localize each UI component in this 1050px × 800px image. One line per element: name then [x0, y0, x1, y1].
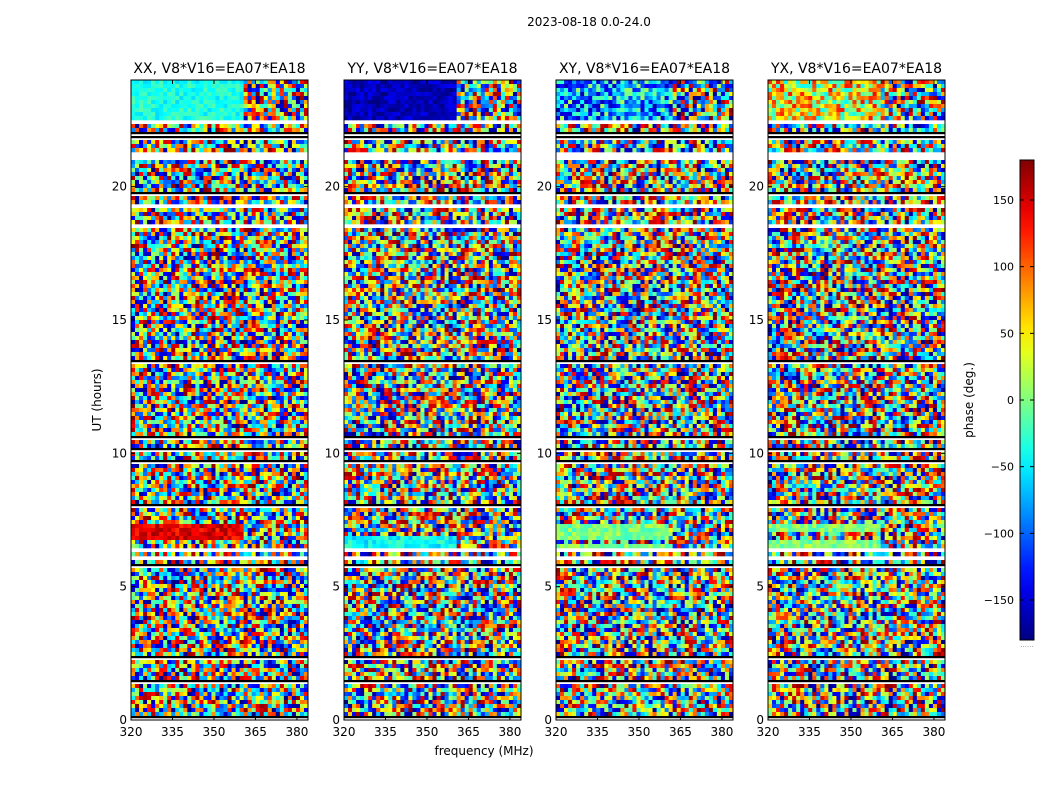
x-tick-label: 335	[161, 725, 184, 739]
panel-xx-frame	[130, 79, 309, 721]
colorbar-tick-label: 150	[993, 194, 1014, 207]
y-axis-label: UT (hours)	[90, 368, 104, 431]
x-tick-label: 365	[881, 725, 904, 739]
x-tick-label: 320	[120, 725, 143, 739]
y-tick-label: 15	[325, 313, 340, 327]
y-tick-label: 20	[112, 180, 127, 194]
x-tick-label: 380	[710, 725, 733, 739]
y-tick-label: 20	[537, 180, 552, 194]
x-tick-label: 380	[498, 725, 521, 739]
x-tick-label: 365	[669, 725, 692, 739]
y-tick-label: 10	[325, 446, 340, 460]
colorbar-tick-label: 0	[1007, 394, 1014, 407]
panels-group: XX, V8*V16=EA07*EA18 320 335 350 365 380 0 5 10 1…	[112, 61, 946, 739]
x-tick-label: 350	[628, 725, 651, 739]
colorbar-tick-label: −150	[984, 594, 1014, 607]
y-tick-label: 10	[749, 446, 764, 460]
x-tick-label: 380	[922, 725, 945, 739]
y-tick-label: 0	[544, 713, 552, 727]
x-tick-label: 350	[840, 725, 863, 739]
x-axis-label: frequency (MHz)	[434, 744, 533, 758]
x-tick-label: 365	[244, 725, 267, 739]
panel-yx: YX, V8*V16=EA07*EA18 320 335 350 365 380 0 5 10 1…	[749, 61, 946, 739]
y-tick-label: 5	[544, 580, 552, 594]
y-tick-label: 15	[749, 313, 764, 327]
y-tick-label: 0	[332, 713, 340, 727]
y-tick-label: 20	[325, 180, 340, 194]
x-tick-label: 335	[798, 725, 821, 739]
panel-yx-title: YX, V8*V16=EA07*EA18	[770, 61, 942, 77]
panel-yx-heatmap	[768, 80, 945, 719]
y-tick-label: 5	[332, 580, 340, 594]
panel-yy-heatmap	[344, 80, 521, 719]
x-tick-label: 380	[285, 725, 308, 739]
panel-xy-heatmap	[556, 80, 733, 719]
y-tick-label: 10	[112, 446, 127, 460]
x-tick-label: 320	[545, 725, 568, 739]
colorbar-footer: ......	[1020, 641, 1033, 649]
x-tick-label: 365	[457, 725, 480, 739]
panel-yx-frame	[767, 79, 946, 721]
panel-xx: XX, V8*V16=EA07*EA18 320 335 350 365 380 0 5 10 1…	[112, 61, 309, 739]
y-tick-label: 5	[119, 580, 127, 594]
panel-xx-title: XX, V8*V16=EA07*EA18	[133, 61, 305, 77]
colorbar: 150 100 50 0 −50 −100 −150 phase (deg.)......	[962, 159, 1035, 649]
colorbar-tick-label: −100	[984, 527, 1014, 540]
panel-xy: XY, V8*V16=EA07*EA18 320 335 350 365 380 0 5 10 1…	[537, 61, 734, 739]
y-tick-label: 15	[112, 313, 127, 327]
panel-yy-frame	[343, 79, 522, 721]
colorbar-tick-label: 100	[993, 261, 1014, 274]
x-tick-label: 350	[416, 725, 439, 739]
y-tick-label: 0	[756, 713, 764, 727]
y-tick-label: 20	[749, 180, 764, 194]
figure-suptitle: 2023-08-18 0.0-24.0	[527, 15, 651, 29]
colorbar-tick-label: 50	[1000, 327, 1014, 340]
panel-yy-title: YY, V8*V16=EA07*EA18	[346, 61, 517, 77]
panel-xy-title: XY, V8*V16=EA07*EA18	[559, 61, 730, 77]
x-tick-label: 335	[586, 725, 609, 739]
y-tick-label: 0	[119, 713, 127, 727]
y-tick-label: 5	[756, 580, 764, 594]
panel-xx-heatmap	[131, 80, 308, 719]
x-tick-label: 320	[757, 725, 780, 739]
x-tick-label: 350	[203, 725, 226, 739]
panel-xy-frame	[555, 79, 734, 721]
colorbar-label: phase (deg.)	[962, 362, 976, 438]
x-tick-label: 320	[333, 725, 356, 739]
colorbar-tick-label: −50	[991, 461, 1014, 474]
y-tick-label: 15	[537, 313, 552, 327]
x-tick-label: 335	[374, 725, 397, 739]
panel-yy: YY, V8*V16=EA07*EA18 320 335 350 365 380 0 5 10 1…	[325, 61, 522, 739]
y-tick-label: 10	[537, 446, 552, 460]
